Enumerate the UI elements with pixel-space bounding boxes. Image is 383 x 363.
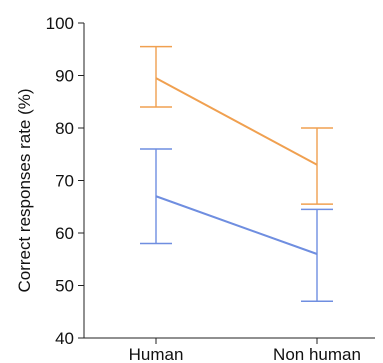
series-0 xyxy=(140,45,333,205)
x-ticks: Human Non human xyxy=(129,338,361,363)
x-tick-label: Human xyxy=(129,345,184,363)
y-tick-label: 100 xyxy=(46,14,74,33)
y-axis-title: Correct responses rate (%) xyxy=(15,88,34,292)
series-line xyxy=(155,77,318,166)
x-axis: Human Non human xyxy=(84,337,375,363)
y-ticks: 40 50 60 70 80 90 100 xyxy=(46,14,84,348)
y-tick-label: 50 xyxy=(55,277,74,296)
y-tick-label: 90 xyxy=(55,67,74,86)
series-layer xyxy=(140,45,333,302)
y-axis: 40 50 60 70 80 90 100 xyxy=(46,14,85,348)
y-tick-label: 70 xyxy=(55,172,74,191)
y-tick-label: 80 xyxy=(55,119,74,138)
series-line xyxy=(155,195,318,255)
y-tick-label: 60 xyxy=(55,224,74,243)
series-1 xyxy=(140,148,333,302)
y-tick-label: 40 xyxy=(55,329,74,348)
x-tick-label: Non human xyxy=(273,345,361,363)
